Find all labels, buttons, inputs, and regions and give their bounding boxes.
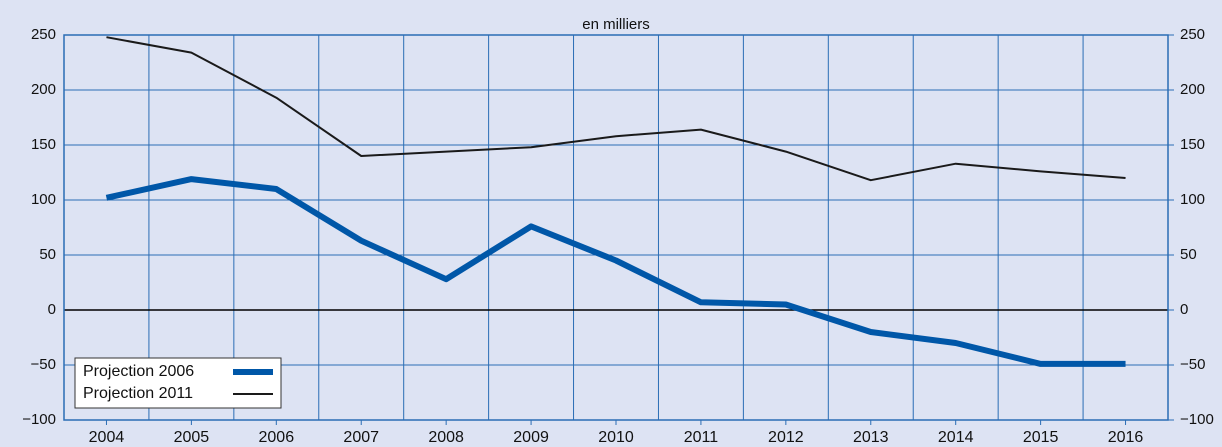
y2-tick-label: 50 <box>1180 246 1197 263</box>
x-tick-label: 2005 <box>174 429 210 446</box>
legend-label: Projection 2011 <box>83 385 193 402</box>
y-tick-label: 200 <box>31 81 56 98</box>
legend-box <box>74 357 282 409</box>
legend-label: Projection 2006 <box>83 363 194 380</box>
y-tick-label: 150 <box>31 136 56 153</box>
y2-tick-label: 250 <box>1180 26 1205 43</box>
y2-tick-label: 100 <box>1180 191 1205 208</box>
x-tick-label: 2006 <box>259 429 295 446</box>
y-tick-label: 100 <box>31 191 56 208</box>
x-tick-label: 2014 <box>938 429 974 446</box>
x-tick-label: 2010 <box>598 429 634 446</box>
y-tick-label: 50 <box>39 246 56 263</box>
y-tick-label: 0 <box>48 301 56 318</box>
x-tick-label: 2012 <box>768 429 804 446</box>
x-tick-label: 2015 <box>1023 429 1059 446</box>
y2-tick-label: 150 <box>1180 136 1205 153</box>
y-tick-label: 250 <box>31 26 56 43</box>
x-tick-label: 2011 <box>684 429 719 446</box>
x-tick-label: 2008 <box>428 429 464 446</box>
series-line <box>105 176 1126 367</box>
y2-tick-label: −50 <box>1180 356 1205 373</box>
x-tick-label: 2007 <box>343 429 379 446</box>
y2-tick-label: 0 <box>1180 301 1188 318</box>
x-tick-label: 2016 <box>1108 429 1144 446</box>
x-tick-label: 2013 <box>853 429 889 446</box>
chart-title: en milliers <box>582 16 650 33</box>
x-tick-label: 2009 <box>513 429 549 446</box>
y2-tick-label: −100 <box>1180 411 1214 428</box>
x-tick-label: 2004 <box>89 429 125 446</box>
y-tick-label: −100 <box>22 411 56 428</box>
series-line <box>106 36 1126 182</box>
y2-tick-label: 200 <box>1180 81 1205 98</box>
y-tick-label: −50 <box>31 356 56 373</box>
